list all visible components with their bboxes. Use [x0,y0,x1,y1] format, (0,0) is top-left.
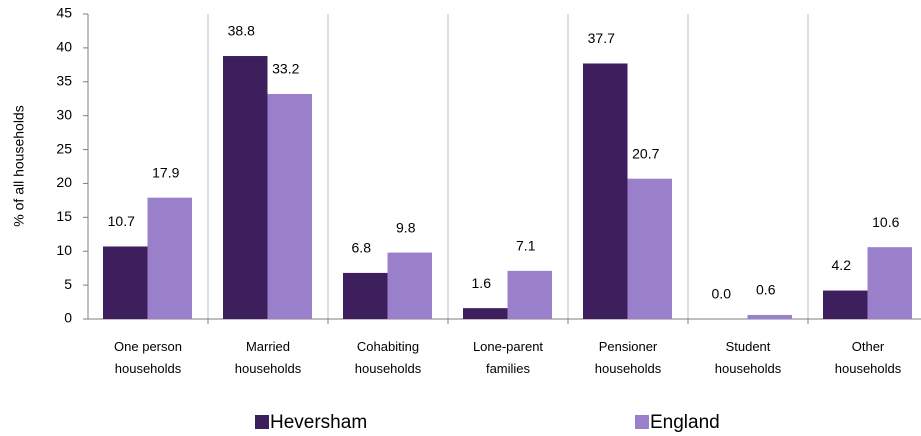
x-tick-label-line: Married [246,339,290,354]
bar [147,197,192,319]
legend-swatch [255,415,269,429]
y-tick-label: 40 [56,39,72,55]
y-tick-label: 5 [64,276,72,292]
bar [747,314,792,319]
value-label: 33.2 [272,61,299,77]
value-label: 1.6 [472,275,492,291]
x-tick-label-line: households [115,361,182,376]
bar [223,56,268,320]
x-tick-label-line: One person [114,339,182,354]
x-tick-label-line: households [235,361,302,376]
value-label: 20.7 [632,145,659,161]
x-tick-label: Married households [235,339,302,376]
x-tick-label: Pensioner households [595,339,662,376]
y-tick-label: 10 [56,242,72,258]
x-tick-label: Other households [835,339,902,376]
value-label: 38.8 [228,23,255,39]
x-tick-label-line: Pensioner [599,339,658,354]
x-tick-label-line: households [355,361,422,376]
bar [267,93,312,319]
bar [507,270,552,319]
x-tick-label-line: families [486,361,531,376]
y-tick-label: 30 [56,106,72,122]
bar [583,63,628,319]
bar [387,252,432,319]
y-tick-label: 35 [56,72,72,88]
bar [463,308,508,319]
x-tick-label-line: households [715,361,782,376]
x-tick-label: Lone-parent families [473,339,543,376]
legend-swatch [635,415,649,429]
x-tick-label: Student households [715,339,782,376]
x-tick-label: One person households [114,339,182,376]
x-tick-label-line: households [835,361,902,376]
y-tick-label: 20 [56,174,72,190]
value-label: 0.6 [756,282,776,298]
y-axis-label: % of all households [11,105,27,226]
value-label: 37.7 [588,30,615,46]
value-label: 10.7 [108,213,135,229]
x-tick-label-line: Cohabiting [357,339,419,354]
y-tick-label: 15 [56,208,72,224]
value-label: 7.1 [516,238,536,254]
legend-label: Heversham [270,412,367,433]
legend-label: England [650,412,720,433]
bar [867,247,912,319]
x-tick-label-line: Other [852,339,885,354]
bar [103,246,148,319]
y-tick-label: 0 [64,310,72,326]
x-tick-label-line: Student [726,339,771,354]
bar [823,290,868,319]
value-label: 0.0 [712,286,732,302]
bar [343,272,388,319]
x-tick-label: Cohabiting households [355,339,422,376]
value-label: 4.2 [832,257,852,273]
y-tick-label: 45 [56,5,72,21]
bar [627,178,672,319]
x-tick-label-line: Lone-parent [473,339,543,354]
value-label: 10.6 [872,214,899,230]
x-tick-label-line: households [595,361,662,376]
y-tick-label: 25 [56,140,72,156]
value-label: 6.8 [352,240,372,256]
value-label: 17.9 [152,164,179,180]
value-label: 9.8 [396,219,416,235]
